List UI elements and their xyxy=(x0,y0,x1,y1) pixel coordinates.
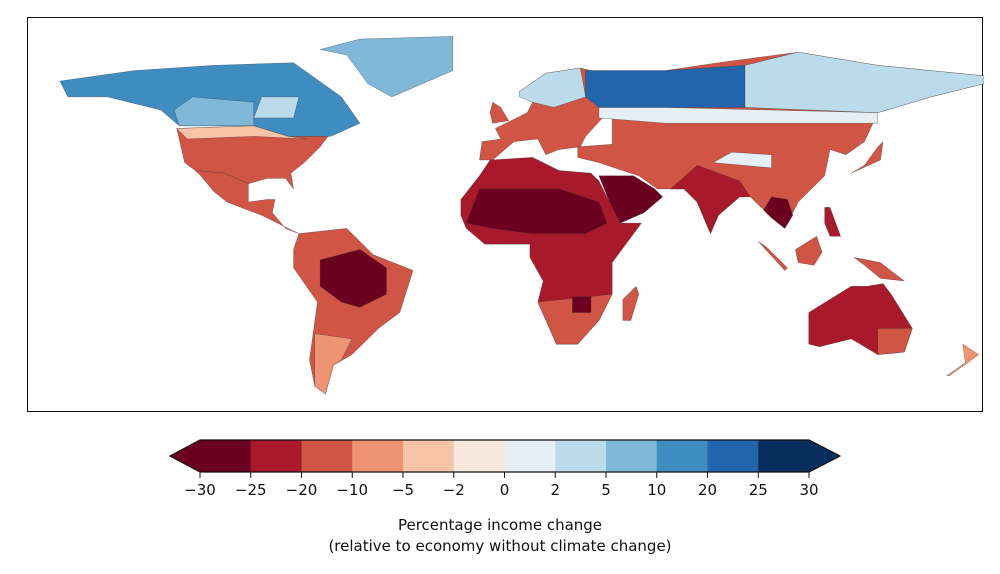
colorbar-bin xyxy=(606,440,658,472)
region-philippines xyxy=(824,207,841,237)
region-greenland xyxy=(320,36,454,98)
region-canada-prairies xyxy=(173,96,254,126)
world-choropleth-map xyxy=(27,17,985,412)
colorbar-bin xyxy=(555,440,607,472)
colorbar-tick-label: −2 xyxy=(443,481,465,499)
map-canvas xyxy=(59,36,985,395)
region-us-north-band xyxy=(176,125,307,140)
colorbar-bin xyxy=(403,440,455,472)
colorbar-tick-label: 30 xyxy=(799,481,818,499)
colorbar-bin xyxy=(200,440,252,472)
region-scandinavia xyxy=(519,67,586,108)
colorbar-tick-label: 25 xyxy=(749,481,768,499)
region-zimbabwe-region xyxy=(572,296,592,313)
colorbar-tick-label: 0 xyxy=(500,481,510,499)
region-tibet xyxy=(712,151,772,169)
region-madagascar xyxy=(622,285,639,321)
colorbar: −30 −25 −20 −10 −5 −2 0 2 5 10 20 25 30 xyxy=(168,439,842,499)
colorbar-tick-label: 20 xyxy=(698,481,717,499)
colorbar-tick-label: −25 xyxy=(235,481,267,499)
colorbar-bin xyxy=(504,440,556,472)
region-hudson-region xyxy=(253,96,300,119)
colorbar-tick-label: −20 xyxy=(286,481,318,499)
colorbar-sublabel: (relative to economy without climate cha… xyxy=(328,537,672,555)
colorbar-extend-low xyxy=(170,440,200,472)
region-uk xyxy=(489,101,509,124)
colorbar-bin xyxy=(453,440,505,472)
region-new-zealand xyxy=(946,343,979,376)
colorbar-tick-label: −5 xyxy=(392,481,414,499)
colorbar-tick-label: 2 xyxy=(550,481,560,499)
region-southern-africa xyxy=(537,293,613,345)
region-new-guinea xyxy=(853,257,905,282)
colorbar-bin xyxy=(250,440,302,472)
colorbar-bin xyxy=(758,440,810,472)
colorbar-tick-label: 5 xyxy=(601,481,611,499)
region-russia-central xyxy=(585,65,746,108)
region-borneo xyxy=(795,236,823,266)
region-india-pakistan xyxy=(670,165,751,235)
region-indochina xyxy=(763,196,793,229)
region-southern-cone xyxy=(314,333,353,395)
colorbar-extend-high xyxy=(809,440,840,472)
colorbar-tick-label: −10 xyxy=(336,481,368,499)
colorbar-label: Percentage income change xyxy=(397,516,603,534)
region-japan xyxy=(851,141,884,174)
colorbar-bin xyxy=(352,440,404,472)
colorbar-bin xyxy=(301,440,353,472)
region-siberia-east xyxy=(744,52,985,113)
colorbar-tick-label: −30 xyxy=(184,481,216,499)
colorbar-bin xyxy=(707,440,759,472)
region-sumatra xyxy=(758,241,788,271)
region-australia-southeast xyxy=(877,328,913,355)
region-sahel-sahara xyxy=(465,188,608,234)
region-amazon xyxy=(319,249,387,308)
region-mexico-central-america xyxy=(194,170,299,234)
colorbar-tick-label: 10 xyxy=(647,481,666,499)
colorbar-bin xyxy=(656,440,708,472)
